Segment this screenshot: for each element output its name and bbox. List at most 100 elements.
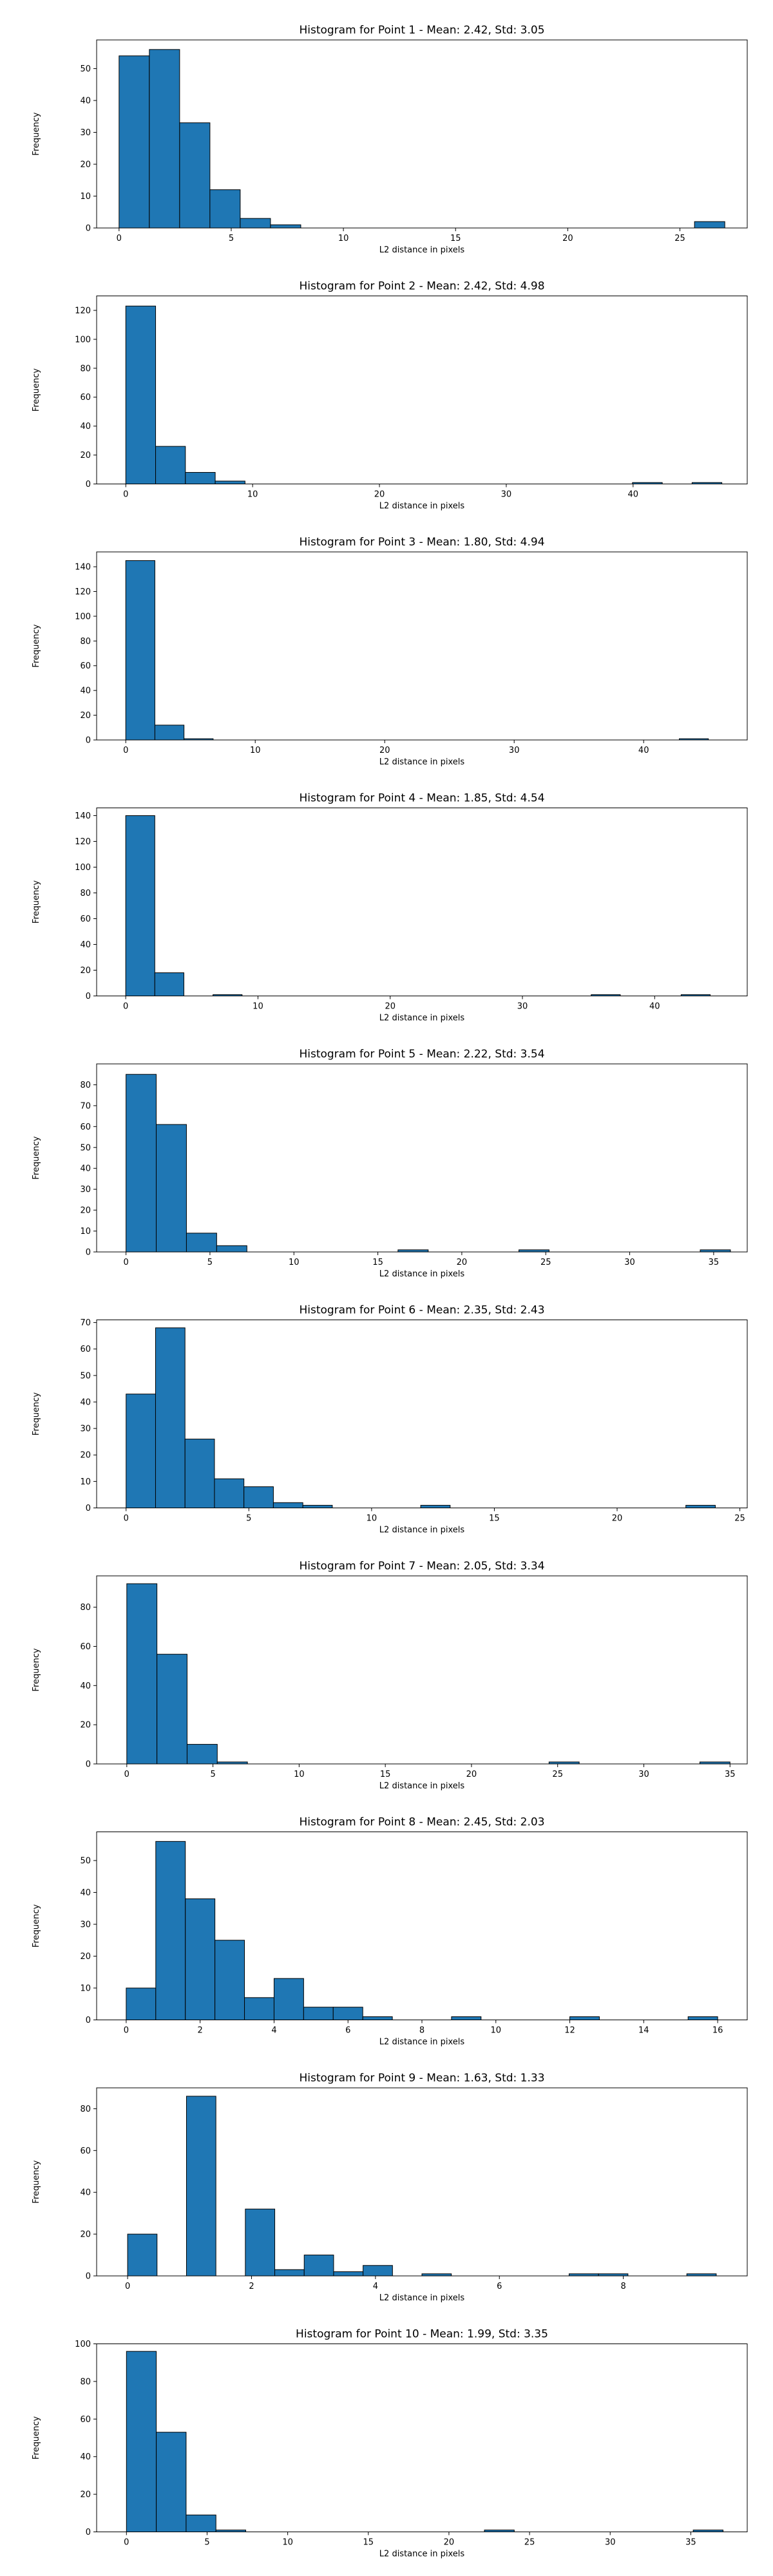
x-tick-label: 15: [489, 1514, 500, 1524]
x-tick-label: 8: [419, 2026, 425, 2036]
x-tick-label: 40: [638, 746, 649, 755]
x-tick-label: 40: [649, 1002, 660, 1012]
x-tick-label: 35: [725, 1770, 736, 1779]
y-tick-label: 40: [80, 1164, 91, 1174]
y-axis-label: Frequency: [32, 112, 41, 155]
y-tick-label: 40: [80, 2452, 91, 2462]
y-axis-label: Frequency: [32, 880, 41, 923]
x-tick-label: 12: [564, 2026, 575, 2036]
x-tick-label: 8: [620, 2282, 625, 2291]
x-tick-label: 20: [562, 234, 573, 243]
x-tick-label: 10: [253, 1002, 263, 1012]
histogram-bar: [569, 2016, 600, 2020]
chart-panel-4: Histogram for Point 4 - Mean: 1.85, Std:…: [32, 792, 748, 1023]
y-tick-label: 50: [80, 1143, 91, 1153]
x-tick-label: 0: [123, 746, 128, 755]
histogram-bar: [156, 2432, 187, 2532]
y-tick-label: 60: [80, 1345, 91, 1354]
plot-frame: [96, 1575, 748, 1765]
y-axis-label: Frequency: [32, 1392, 41, 1435]
y-tick-label: 0: [86, 224, 91, 234]
y-tick-label: 120: [75, 306, 91, 316]
x-tick-label: 15: [380, 1770, 391, 1779]
y-tick-label: 70: [80, 1101, 91, 1111]
x-tick-label: 5: [210, 1770, 215, 1779]
y-tick-label: 20: [80, 160, 91, 170]
y-tick-label: 100: [75, 2340, 91, 2349]
histogram-bar: [694, 221, 725, 229]
x-tick-label: 40: [628, 490, 639, 500]
y-tick-label: 30: [80, 1920, 91, 1930]
histogram-bar: [214, 1478, 245, 1508]
chart-title: Histogram for Point 9 - Mean: 1.63, Std:…: [299, 2072, 544, 2085]
chart-title: Histogram for Point 5 - Mean: 2.22, Std:…: [299, 1048, 544, 1061]
y-tick-label: 40: [80, 1681, 91, 1691]
y-tick-label: 40: [80, 422, 91, 431]
histogram-bar: [184, 1439, 215, 1508]
x-tick-label: 15: [363, 2538, 374, 2548]
x-tick-label: 20: [457, 1258, 468, 1267]
x-axis-label: L2 distance in pixels: [379, 1526, 465, 1535]
plot-frame: [96, 39, 748, 229]
x-tick-label: 5: [246, 1514, 251, 1524]
histogram-bar: [186, 2514, 216, 2532]
x-tick-label: 30: [624, 1258, 635, 1267]
histogram-bar: [362, 2016, 393, 2020]
chart-panel-2: Histogram for Point 2 - Mean: 2.42, Std:…: [32, 280, 748, 511]
y-tick-label: 140: [75, 563, 91, 573]
x-tick-label: 5: [207, 1258, 213, 1267]
x-tick-label: 0: [124, 1514, 129, 1524]
x-tick-label: 0: [124, 1770, 129, 1779]
y-tick-label: 0: [86, 480, 91, 489]
y-tick-label: 80: [80, 637, 91, 647]
x-tick-label: 30: [605, 2538, 616, 2548]
chart-panel-8: Histogram for Point 8 - Mean: 2.45, Std:…: [32, 1816, 748, 2047]
y-tick-label: 40: [80, 2188, 91, 2198]
histogram-bar: [127, 2233, 158, 2277]
histogram-bar: [332, 2007, 363, 2020]
y-tick-label: 20: [80, 1952, 91, 1962]
x-axis-label: L2 distance in pixels: [379, 1269, 465, 1279]
histogram-bar: [126, 1074, 157, 1253]
histogram-bar: [245, 2208, 276, 2277]
x-axis-label: L2 distance in pixels: [379, 1014, 465, 1023]
x-tick-label: 15: [450, 234, 461, 243]
y-tick-label: 20: [80, 2490, 91, 2500]
histogram-bar: [270, 224, 301, 229]
x-tick-label: 15: [372, 1258, 383, 1267]
x-tick-label: 0: [123, 1002, 128, 1012]
y-tick-label: 50: [80, 1371, 91, 1381]
histogram-bar: [363, 2265, 393, 2277]
histogram-bar: [155, 1841, 186, 2020]
histogram-bar: [185, 472, 216, 484]
x-tick-label: 6: [345, 2026, 350, 2036]
y-axis-label: Frequency: [32, 1648, 41, 1691]
chart-title: Histogram for Point 8 - Mean: 2.45, Std:…: [299, 1816, 544, 1829]
y-tick-label: 10: [80, 192, 91, 202]
x-tick-label: 4: [373, 2282, 378, 2291]
y-tick-label: 40: [80, 687, 91, 696]
histogram-bar: [126, 1987, 157, 2021]
y-tick-label: 80: [80, 1081, 91, 1090]
y-tick-label: 50: [80, 64, 91, 74]
x-tick-label: 20: [374, 490, 385, 500]
y-tick-label: 60: [80, 2146, 91, 2156]
x-axis-label: L2 distance in pixels: [379, 245, 465, 255]
x-tick-label: 16: [712, 2026, 723, 2036]
y-axis-label: Frequency: [32, 1904, 41, 1947]
x-tick-label: 20: [612, 1514, 623, 1524]
y-tick-label: 20: [80, 711, 91, 721]
x-axis-label: L2 distance in pixels: [379, 757, 465, 767]
y-tick-label: 60: [80, 661, 91, 671]
x-tick-label: 14: [638, 2026, 649, 2036]
y-axis-label: Frequency: [32, 2416, 41, 2459]
y-axis-label: Frequency: [32, 2160, 41, 2203]
x-tick-label: 0: [123, 1258, 128, 1267]
y-tick-label: 120: [75, 587, 91, 597]
histogram-bar: [243, 1486, 274, 1509]
histogram-bar: [156, 1124, 187, 1253]
y-tick-label: 100: [75, 335, 91, 345]
histogram-bar: [216, 1245, 247, 1253]
x-tick-label: 25: [552, 1770, 563, 1779]
plot-frame: [96, 551, 748, 741]
